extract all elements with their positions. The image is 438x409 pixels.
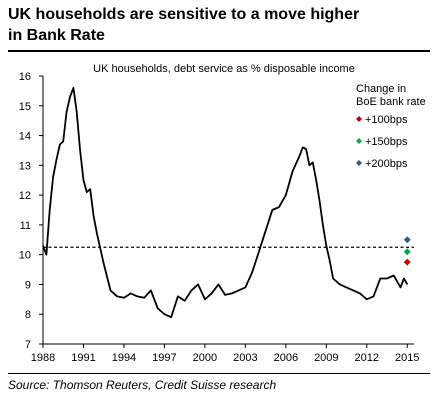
series-group — [42, 87, 411, 319]
x-tick-label: 2000 — [193, 352, 217, 364]
x-tick-label: 1988 — [31, 352, 55, 364]
legend-label: +100bps — [365, 114, 408, 126]
y-tick-label: 11 — [20, 220, 31, 232]
chart-axes — [42, 76, 414, 345]
x-tick-label: 1997 — [152, 352, 176, 364]
legend-label: +200bps — [365, 158, 408, 170]
chart-title: UK households, debt service as % disposa… — [93, 63, 355, 75]
y-axis-ticks: 7 8 9 10 11 12 13 14 15 16 — [19, 71, 43, 351]
title-divider — [8, 50, 430, 52]
scatter-point — [403, 258, 411, 266]
x-tick-label: 2003 — [233, 352, 257, 364]
x-tick-label: 1994 — [112, 352, 136, 364]
y-tick-label: 12 — [19, 190, 31, 202]
legend-marker — [356, 116, 362, 122]
x-tick-label: 2009 — [314, 352, 338, 364]
legend-marker — [356, 138, 362, 144]
scatter-point — [403, 236, 411, 244]
y-tick-label: 15 — [19, 101, 31, 113]
legend-label: +150bps — [365, 136, 408, 148]
x-axis-ticks: 1988 1991 1994 1997 2000 2003 2006 2009 2012 2015 — [31, 344, 419, 364]
y-tick-label: 10 — [19, 250, 31, 262]
y-tick-label: 14 — [19, 131, 31, 143]
y-tick-label: 7 — [25, 339, 31, 351]
x-tick-label: 2006 — [274, 352, 298, 364]
legend: +100bps +150bps +200bps — [356, 114, 408, 170]
source-note: Source: Thomson Reuters, Credit Suisse r… — [8, 378, 277, 392]
x-tick-label: 2012 — [355, 352, 379, 364]
legend-title-line-2: BoE bank rate — [356, 96, 426, 108]
title-line-2: in Bank Rate — [8, 27, 105, 44]
x-tick-label: 1991 — [71, 352, 95, 364]
y-tick-label: 13 — [19, 160, 31, 172]
x-tick-label: 2015 — [395, 352, 419, 364]
y-tick-label: 16 — [19, 71, 31, 83]
page-title: UK households are sensitive to a move hi… — [8, 4, 428, 46]
y-tick-label: 9 — [25, 279, 31, 291]
y-tick-label: 8 — [25, 309, 31, 321]
legend-marker — [356, 160, 362, 166]
scatter-point — [403, 248, 411, 256]
source-divider — [8, 373, 430, 374]
title-line-1: UK households are sensitive to a move hi… — [8, 6, 360, 23]
series-line — [42, 87, 409, 319]
legend-title-line-1: Change in — [356, 83, 406, 95]
